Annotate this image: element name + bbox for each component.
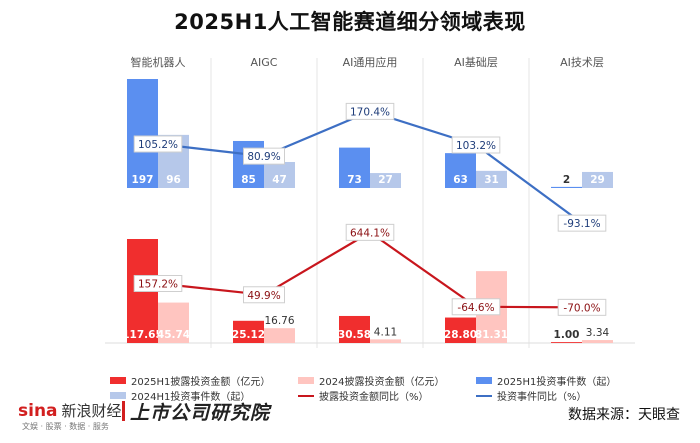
- bar-events-2024: [370, 173, 401, 188]
- bar-events-2024: [582, 171, 613, 188]
- legend-swatch: [476, 377, 492, 384]
- bar-amount-2025: [233, 320, 264, 343]
- legend-label: 2025H1投资事件数（起）: [497, 377, 617, 388]
- amount-yoy-label: 157.2%: [138, 278, 178, 290]
- bar-events-2024: [476, 170, 507, 188]
- bar-label-amount-2025: 25.12: [232, 329, 265, 341]
- bar-label-events-2024: 27: [378, 174, 393, 186]
- legend-item-amount-yoy: 披露投资金额同比（%）: [298, 388, 429, 403]
- legend-label: 2024H1投资事件数（起）: [131, 392, 251, 403]
- events-yoy-label: -93.1%: [563, 218, 600, 230]
- bar-label-events-2025: 197: [132, 174, 154, 186]
- logo-subtext: 新浪财经: [61, 402, 122, 420]
- bar-events-2025: [127, 79, 158, 188]
- amount-yoy-label-box: [557, 298, 607, 316]
- sina-logo: sina 新浪财经: [18, 400, 122, 421]
- bar-events-2025: [445, 153, 476, 188]
- legend-swatch: [476, 394, 492, 397]
- legend-item-amount-2025: 2025H1披露投资金额（亿元）: [110, 373, 270, 388]
- amount-yoy-label: -64.6%: [457, 302, 494, 314]
- bar-label-amount-2025: 30.58: [338, 329, 371, 341]
- bar-events-2024: [264, 161, 295, 188]
- legend-swatch: [298, 377, 314, 384]
- legend-swatch: [110, 392, 126, 399]
- events-yoy-label-box: [345, 102, 395, 120]
- bar-events-2025: [339, 147, 370, 188]
- events-yoy-label-box: [133, 135, 183, 153]
- legend-label: 2024披露投资金额（亿元）: [319, 377, 445, 388]
- category-label: 智能机器人: [131, 55, 186, 69]
- bar-amount-2025: [551, 342, 582, 343]
- legend-item-amount-2024: 2024披露投资金额（亿元）: [298, 373, 444, 388]
- category-label: AI技术层: [560, 56, 604, 69]
- legend-label: 披露投资金额同比（%）: [319, 392, 429, 403]
- bar-label-events-2024: 29: [590, 174, 605, 186]
- amount-yoy-label-box: [451, 298, 501, 316]
- bar-amount-2024: [264, 328, 295, 343]
- category-label: AI基础层: [454, 56, 498, 69]
- amount-yoy-label: 49.9%: [247, 290, 280, 302]
- bar-label-amount-2025: 28.80: [444, 329, 477, 341]
- bar-label-amount-2024: 16.76: [264, 315, 294, 327]
- bar-label-amount-2024: 81.31: [475, 329, 508, 341]
- bar-label-events-2024: 47: [272, 174, 287, 186]
- logo-tagline: 文娱 · 股票 · 数据 · 服务: [22, 422, 109, 431]
- chart-title: 2025H1人工智能赛道细分领域表现: [174, 10, 526, 34]
- legend-swatch: [298, 394, 314, 397]
- bar-label-events-2025: 85: [241, 174, 256, 186]
- category-label: AI通用应用: [343, 55, 398, 69]
- events-yoy-label: 170.4%: [350, 106, 390, 118]
- amount-yoy-label: -70.0%: [563, 302, 600, 314]
- bar-amount-2025: [339, 315, 370, 343]
- bar-label-amount-2025: 1.00: [554, 329, 580, 341]
- amount-yoy-label-box: [345, 223, 395, 241]
- legend-item-events-2025: 2025H1投资事件数（起）: [476, 373, 616, 388]
- bar-label-events-2025: 73: [347, 174, 362, 186]
- bar-label-amount-2025: 117.65: [122, 329, 163, 341]
- bar-amount-2024: [158, 302, 189, 343]
- bar-amount-2024: [582, 340, 613, 343]
- bar-events-2025: [551, 186, 582, 188]
- legend-swatch: [110, 377, 126, 384]
- events-yoy-label-box: [451, 136, 501, 154]
- events-yoy-label: 105.2%: [138, 139, 178, 151]
- bar-amount-2024: [370, 339, 401, 343]
- bar-label-amount-2024: 4.11: [374, 326, 397, 338]
- amount-yoy-label-box: [133, 274, 183, 292]
- legend-label: 投资事件同比（%）: [497, 392, 587, 403]
- bar-label-events-2025: 2: [563, 174, 570, 186]
- logo-text: sina: [18, 401, 58, 421]
- legend-label: 2025H1披露投资金额（亿元）: [131, 377, 271, 388]
- data-source: 数据来源：天眼查: [568, 407, 680, 423]
- amount-yoy-line: [157, 231, 583, 309]
- bar-amount-2025: [445, 317, 476, 343]
- brand-name: 上市公司研究院: [121, 398, 270, 425]
- events-yoy-label: 103.2%: [456, 140, 496, 152]
- events-yoy-label-box: [557, 214, 607, 232]
- bar-label-amount-2024: 45.74: [157, 329, 190, 341]
- bar-label-events-2024: 96: [166, 174, 181, 186]
- bar-label-events-2025: 63: [453, 174, 468, 186]
- category-label: AIGC: [251, 56, 278, 69]
- bar-label-events-2024: 31: [484, 174, 499, 186]
- bar-label-amount-2024: 3.34: [586, 327, 610, 339]
- amount-yoy-label-box: [243, 286, 285, 304]
- legend-item-events-2024: 2024H1投资事件数（起）: [110, 388, 250, 403]
- legend-item-events-yoy: 投资事件同比（%）: [476, 388, 587, 403]
- events-yoy-label: 80.9%: [247, 151, 280, 163]
- amount-yoy-label: 644.1%: [350, 227, 390, 239]
- events-yoy-label-box: [243, 147, 285, 165]
